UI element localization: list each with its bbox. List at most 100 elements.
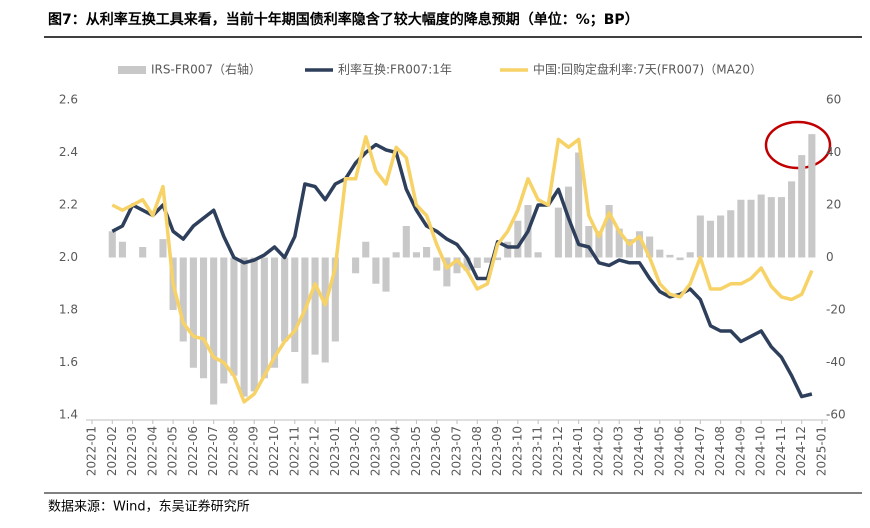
bar bbox=[250, 257, 258, 392]
bar bbox=[291, 257, 299, 352]
x-tick-label: 2024-05 bbox=[652, 426, 666, 476]
x-tick-label: 2023-09 bbox=[490, 426, 504, 476]
bar bbox=[372, 257, 380, 284]
x-tick-label: 2024-07 bbox=[693, 426, 707, 476]
bar bbox=[301, 257, 309, 384]
bar bbox=[412, 252, 420, 258]
bar bbox=[656, 249, 664, 258]
y-tick-label: 1.4 bbox=[59, 408, 78, 422]
bar bbox=[686, 252, 694, 258]
legend-label: 利率互换:FR007:1年 bbox=[338, 62, 452, 77]
x-tick-label: 2022-03 bbox=[125, 426, 139, 476]
bar bbox=[575, 152, 583, 258]
bar bbox=[382, 257, 390, 292]
bar bbox=[514, 220, 522, 258]
x-tick-label: 2023-06 bbox=[429, 426, 443, 476]
x-tick-label: 2022-08 bbox=[226, 426, 240, 476]
bar bbox=[757, 194, 765, 258]
bar bbox=[118, 241, 126, 258]
bar bbox=[199, 257, 208, 379]
bar bbox=[331, 257, 339, 342]
y-tick-label: 2.6 bbox=[59, 93, 78, 107]
x-tick-label: 2023-01 bbox=[328, 426, 342, 476]
x-tick-label: 2024-04 bbox=[632, 426, 646, 476]
bar bbox=[737, 199, 745, 258]
bar bbox=[646, 236, 654, 258]
x-tick-label: 2022-01 bbox=[85, 426, 99, 476]
x-tick-label: 2022-02 bbox=[105, 426, 119, 476]
bar bbox=[352, 257, 360, 274]
bar bbox=[362, 241, 370, 258]
y2-tick-label: 0 bbox=[826, 250, 834, 264]
bar bbox=[494, 257, 502, 261]
y2-tick-label: -20 bbox=[826, 303, 846, 317]
bar bbox=[311, 257, 319, 355]
x-tick-label: 2022-04 bbox=[145, 426, 159, 476]
bar bbox=[504, 241, 512, 258]
legend-swatch bbox=[118, 66, 146, 74]
x-tick-label: 2023-12 bbox=[551, 426, 565, 476]
bar bbox=[554, 207, 562, 258]
legend-label: IRS-FR007（右轴） bbox=[151, 62, 261, 77]
bar bbox=[321, 257, 329, 363]
bar bbox=[240, 257, 248, 397]
line bbox=[111, 135, 814, 404]
x-tick-label: 2024-12 bbox=[794, 426, 808, 476]
bar bbox=[788, 181, 796, 258]
bar bbox=[159, 239, 167, 258]
x-tick-label: 2022-11 bbox=[287, 426, 301, 476]
x-tick-label: 2024-06 bbox=[673, 426, 687, 476]
bar bbox=[706, 220, 715, 258]
bar bbox=[433, 257, 441, 271]
legend-label: 中国:回购定盘利率:7天(FR007)（MA20） bbox=[533, 62, 762, 77]
x-tick-label: 2022-07 bbox=[206, 426, 220, 476]
x-tick-label: 2024-09 bbox=[733, 426, 747, 476]
y2-tick-label: -60 bbox=[826, 408, 846, 422]
x-tick-label: 2023-03 bbox=[368, 426, 382, 476]
bar bbox=[615, 228, 623, 258]
bar bbox=[625, 239, 633, 258]
highlight-circle bbox=[764, 120, 832, 170]
x-tick-label: 2024-01 bbox=[571, 426, 585, 476]
legend: IRS-FR007（右轴） 利率互换:FR007:1年 中国:回购定盘利率:7天(F… bbox=[118, 62, 762, 77]
bar bbox=[463, 257, 471, 271]
bar bbox=[179, 257, 187, 342]
bar bbox=[270, 257, 279, 368]
bar bbox=[635, 231, 644, 258]
bar bbox=[443, 257, 451, 287]
x-tick-label: 2024-08 bbox=[713, 426, 727, 476]
x-tick-label: 2023-11 bbox=[531, 426, 545, 476]
bar bbox=[260, 257, 268, 379]
bar bbox=[605, 205, 613, 258]
bar bbox=[808, 134, 816, 258]
chart-title: 图7：从利率互换工具来看，当前十年期国债利率隐含了较大幅度的降息预期（单位：%；… bbox=[48, 11, 639, 28]
x-tick-label: 2022-10 bbox=[267, 426, 281, 476]
bar bbox=[483, 257, 491, 263]
x-tick-label: 2025-01 bbox=[815, 426, 829, 476]
bar bbox=[777, 197, 785, 258]
bar bbox=[676, 257, 684, 261]
bar bbox=[281, 257, 289, 342]
bar bbox=[534, 252, 542, 258]
bar bbox=[585, 226, 593, 258]
bar bbox=[189, 257, 197, 368]
x-tick-label: 2023-05 bbox=[409, 426, 423, 476]
x-tick-label: 2022-12 bbox=[308, 426, 322, 476]
bar bbox=[747, 199, 755, 258]
bar bbox=[423, 247, 431, 258]
x-tick-label: 2024-03 bbox=[612, 426, 626, 476]
x-tick-label: 2022-06 bbox=[186, 426, 200, 476]
bar bbox=[767, 197, 775, 258]
x-tick-label: 2024-02 bbox=[591, 426, 605, 476]
bar bbox=[108, 231, 116, 258]
x-tick-label: 2023-10 bbox=[510, 426, 524, 476]
bar bbox=[595, 231, 603, 258]
x-tick-label: 2023-02 bbox=[348, 426, 362, 476]
y-tick-label: 1.6 bbox=[59, 355, 78, 369]
bar bbox=[727, 210, 735, 258]
bar bbox=[220, 257, 228, 384]
line bbox=[111, 142, 813, 399]
y2-tick-label: -40 bbox=[826, 355, 846, 369]
y-tick-label: 2.0 bbox=[59, 250, 78, 264]
